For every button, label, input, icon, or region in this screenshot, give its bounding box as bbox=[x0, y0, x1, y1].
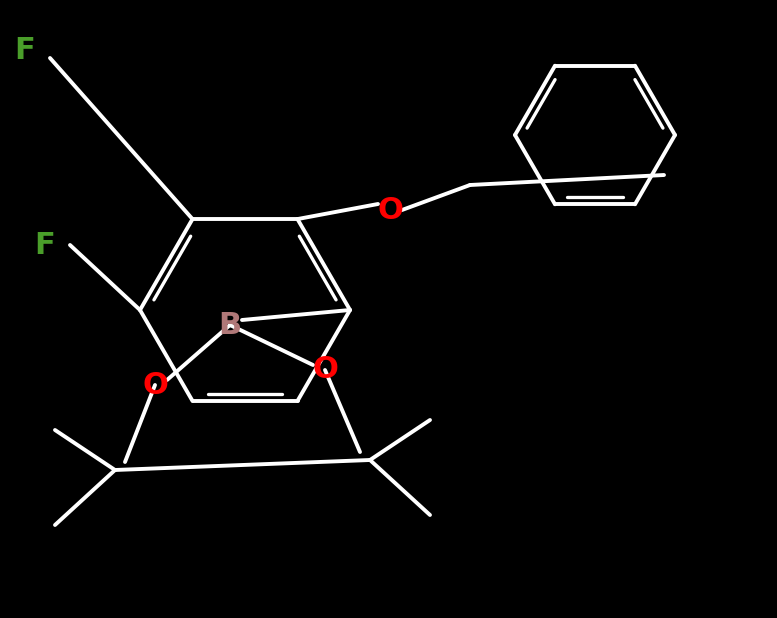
Text: F: F bbox=[14, 35, 35, 64]
Text: F: F bbox=[34, 231, 55, 260]
Text: O: O bbox=[142, 371, 168, 399]
Text: O: O bbox=[377, 195, 403, 224]
Text: B: B bbox=[218, 310, 242, 339]
Text: O: O bbox=[312, 355, 338, 384]
